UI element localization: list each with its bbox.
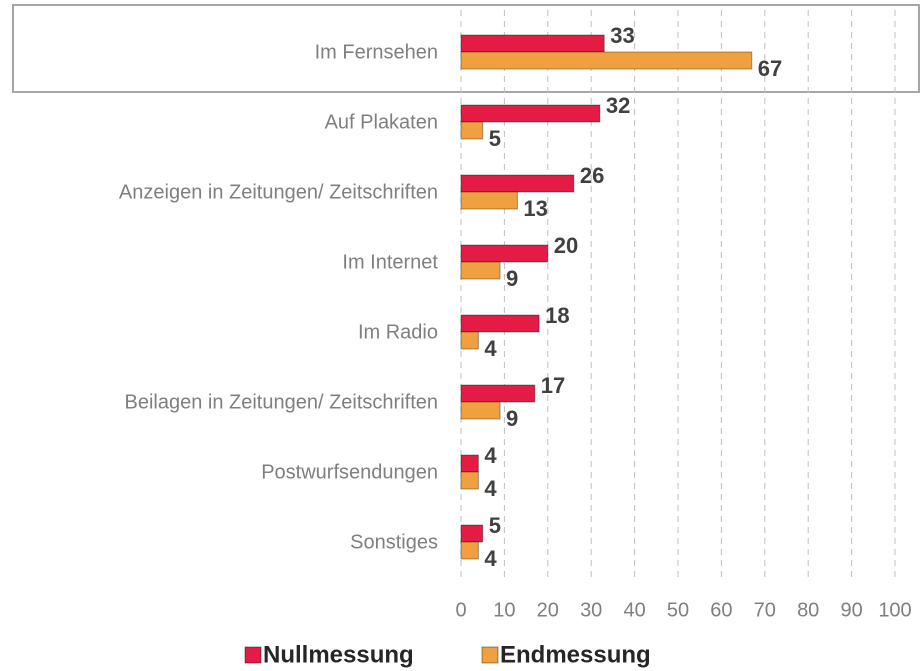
data-label: 9 — [506, 406, 518, 431]
data-label: 9 — [506, 266, 518, 291]
x-tick-label: 60 — [710, 599, 732, 621]
legend-label: Nullmessung — [263, 641, 414, 668]
bar — [460, 384, 536, 403]
x-tick-label: 80 — [797, 599, 819, 621]
bar — [460, 524, 484, 543]
x-tick-label: 40 — [623, 599, 645, 621]
legend-label: Endmessung — [500, 641, 651, 668]
x-tick-label: 30 — [580, 599, 602, 621]
data-label: 67 — [758, 56, 782, 81]
x-tick-label: 100 — [878, 599, 911, 621]
bar — [460, 541, 479, 560]
data-label: 4 — [484, 476, 497, 501]
bar — [460, 121, 484, 140]
category-label: Im Radio — [358, 321, 438, 343]
category-label: Auf Plakaten — [325, 111, 438, 133]
data-label: 18 — [545, 303, 569, 328]
data-label: 20 — [554, 233, 578, 258]
x-tick-label: 10 — [493, 599, 515, 621]
bar — [460, 261, 501, 280]
x-tick-label: 90 — [840, 599, 862, 621]
bar — [460, 174, 575, 193]
data-label: 33 — [610, 23, 634, 48]
bar — [460, 244, 549, 263]
bar — [460, 104, 601, 123]
highlight-box — [12, 4, 920, 93]
data-label: 5 — [489, 513, 501, 538]
bar — [460, 401, 501, 420]
bar — [460, 314, 540, 333]
category-label: Anzeigen in Zeitungen/ Zeitschriften — [119, 181, 438, 203]
legend-swatch — [244, 646, 262, 664]
x-tick-label: 50 — [667, 599, 689, 621]
legend-swatch — [481, 646, 499, 664]
x-tick-label: 70 — [754, 599, 776, 621]
bar — [460, 51, 753, 70]
data-label: 4 — [484, 336, 497, 361]
category-label: Im Internet — [342, 251, 438, 273]
data-label: 26 — [580, 163, 604, 188]
bar — [460, 191, 518, 210]
data-label: 13 — [523, 196, 547, 221]
data-label: 5 — [489, 126, 501, 151]
category-label: Im Fernsehen — [315, 41, 438, 63]
data-label: 17 — [541, 373, 565, 398]
data-label: 4 — [484, 546, 497, 571]
category-label: Sonstiges — [350, 531, 438, 553]
bar — [460, 34, 605, 53]
bar — [460, 471, 479, 490]
data-label: 32 — [606, 93, 630, 118]
x-tick-label: 20 — [537, 599, 559, 621]
data-label: 4 — [484, 443, 497, 468]
category-label: Beilagen in Zeitungen/ Zeitschriften — [124, 391, 438, 413]
bar — [460, 454, 479, 473]
category-label: Postwurfsendungen — [261, 461, 438, 483]
x-tick-label: 0 — [455, 599, 466, 621]
bar — [460, 331, 479, 350]
